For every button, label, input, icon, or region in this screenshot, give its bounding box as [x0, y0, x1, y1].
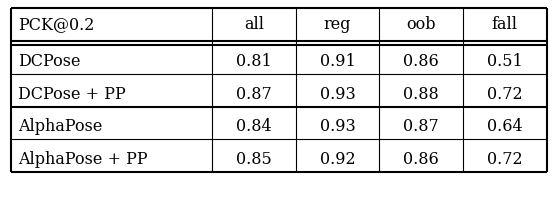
Text: 0.86: 0.86	[403, 53, 439, 70]
Text: oob: oob	[406, 16, 436, 33]
Text: 0.72: 0.72	[487, 86, 522, 102]
Text: 0.72: 0.72	[487, 151, 522, 168]
Text: 0.87: 0.87	[236, 86, 272, 102]
Text: DCPose: DCPose	[18, 53, 81, 70]
Text: 0.92: 0.92	[320, 151, 355, 168]
Text: 0.93: 0.93	[320, 86, 355, 102]
Text: all: all	[244, 16, 264, 33]
Text: 0.84: 0.84	[236, 118, 272, 135]
Text: 0.88: 0.88	[403, 86, 439, 102]
Text: fall: fall	[492, 16, 517, 33]
Text: reg: reg	[324, 16, 351, 33]
Text: 0.85: 0.85	[236, 151, 272, 168]
Text: 0.81: 0.81	[236, 53, 272, 70]
Text: PCK@0.2: PCK@0.2	[18, 16, 95, 33]
Text: 0.86: 0.86	[403, 151, 439, 168]
Text: 0.87: 0.87	[403, 118, 439, 135]
Text: 0.93: 0.93	[320, 118, 355, 135]
Text: AlphaPose: AlphaPose	[18, 118, 103, 135]
Text: DCPose + PP: DCPose + PP	[18, 86, 126, 102]
Text: 0.64: 0.64	[487, 118, 522, 135]
Text: AlphaPose + PP: AlphaPose + PP	[18, 151, 148, 168]
Text: 0.91: 0.91	[320, 53, 355, 70]
Text: 0.51: 0.51	[487, 53, 522, 70]
